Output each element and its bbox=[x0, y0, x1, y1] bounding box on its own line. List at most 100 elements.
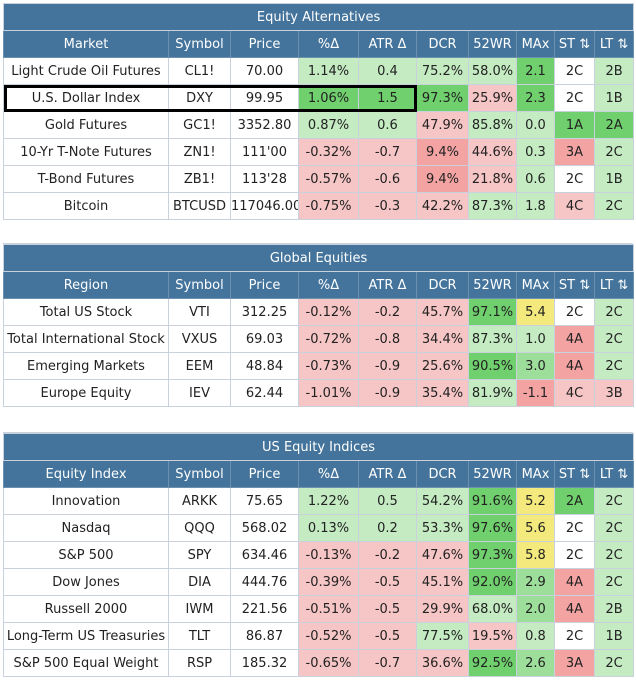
table-cell: 2B bbox=[593, 57, 635, 85]
table-cell: 77.5% bbox=[416, 622, 469, 650]
table-cell: 2C bbox=[593, 514, 635, 542]
table-cell: 2C bbox=[554, 514, 595, 542]
table-cell: 1.06% bbox=[298, 84, 359, 112]
table-cell: Bitcoin bbox=[3, 192, 169, 220]
table-cell: 92.5% bbox=[468, 649, 517, 677]
column-header[interactable]: ATR Δ bbox=[358, 460, 417, 488]
table-cell: 75.2% bbox=[416, 57, 469, 85]
column-header[interactable]: DCR bbox=[416, 271, 469, 299]
table-row[interactable]: 10-Yr T-Note Futures ZN1! 111'00 -0.32% -0.7… bbox=[3, 138, 635, 166]
column-header[interactable]: 52WR bbox=[468, 460, 517, 488]
column-header[interactable]: LT ⇅ bbox=[593, 460, 635, 488]
column-header[interactable]: MAx bbox=[516, 30, 555, 58]
table-cell: -0.72% bbox=[298, 325, 359, 353]
table-cell: 1.5 bbox=[358, 84, 417, 112]
table-cell: 44.6% bbox=[468, 138, 517, 166]
table-cell: 0.87% bbox=[298, 111, 359, 139]
table-row[interactable]: S&P 500 SPY 634.46 -0.13% -0.2 47.6% 97.3% 5.8 2… bbox=[3, 541, 635, 569]
column-header[interactable]: %Δ bbox=[298, 30, 359, 58]
table-cell: 111'00 bbox=[230, 138, 299, 166]
column-header[interactable]: MAx bbox=[516, 271, 555, 299]
table-cell: 1B bbox=[593, 84, 635, 112]
table-row[interactable]: T-Bond Futures ZB1! 113'28 -0.57% -0.6 9.4% 21… bbox=[3, 165, 635, 193]
table-cell: Dow Jones bbox=[3, 568, 169, 596]
table-cell: 25.6% bbox=[416, 352, 469, 380]
table-cell: 58.0% bbox=[468, 57, 517, 85]
column-header[interactable]: ATR Δ bbox=[358, 271, 417, 299]
column-header[interactable]: %Δ bbox=[298, 271, 359, 299]
table-cell: 312.25 bbox=[230, 298, 299, 326]
column-header[interactable]: Equity Index bbox=[3, 460, 169, 488]
table-cell: 2A bbox=[554, 487, 595, 515]
table-row[interactable]: Innovation ARKK 75.65 1.22% 0.5 54.2% 91.6% 5.2… bbox=[3, 487, 635, 515]
column-header[interactable]: Market bbox=[3, 30, 169, 58]
table-row[interactable]: Europe Equity IEV 62.44 -1.01% -0.9 35.4% 81.9… bbox=[3, 379, 635, 407]
table-cell: -0.7 bbox=[358, 649, 417, 677]
table-cell: 1.14% bbox=[298, 57, 359, 85]
column-header[interactable]: 52WR bbox=[468, 30, 517, 58]
table-row[interactable]: Gold Futures GC1! 3352.80 0.87% 0.6 47.9% 85.8… bbox=[3, 111, 635, 139]
table-cell: 2C bbox=[593, 568, 635, 596]
table-row[interactable]: Light Crude Oil Futures CL1! 70.00 1.14% 0.4… bbox=[3, 57, 635, 85]
table-row[interactable]: Nasdaq QQQ 568.02 0.13% 0.2 53.3% 97.6% 5.6 2C 2C bbox=[3, 514, 635, 542]
column-header[interactable]: %Δ bbox=[298, 460, 359, 488]
table-cell: 36.6% bbox=[416, 649, 469, 677]
column-header[interactable]: LT ⇅ bbox=[593, 271, 635, 299]
table-cell: 97.3% bbox=[416, 84, 469, 112]
table-row[interactable]: Emerging Markets EEM 48.84 -0.73% -0.9 25.6% 9… bbox=[3, 352, 635, 380]
table-cell: 2.0 bbox=[516, 595, 555, 623]
column-header[interactable]: Price bbox=[230, 30, 299, 58]
table-cell: 70.00 bbox=[230, 57, 299, 85]
table-cell: 2C bbox=[554, 298, 595, 326]
table-cell: 444.76 bbox=[230, 568, 299, 596]
table-cell: 9.4% bbox=[416, 165, 469, 193]
table-cell: EEM bbox=[168, 352, 231, 380]
table-cell: 4A bbox=[554, 568, 595, 596]
table-cell: 1B bbox=[593, 622, 635, 650]
column-header[interactable]: Region bbox=[3, 271, 169, 299]
table-cell: 19.5% bbox=[468, 622, 517, 650]
column-header[interactable]: Symbol bbox=[168, 271, 231, 299]
column-header[interactable]: Symbol bbox=[168, 30, 231, 58]
column-header[interactable]: ST ⇅ bbox=[554, 271, 595, 299]
table-cell: 4C bbox=[554, 192, 595, 220]
table-cell: CL1! bbox=[168, 57, 231, 85]
table-row[interactable]: S&P 500 Equal Weight RSP 185.32 -0.65% -0.7 3… bbox=[3, 649, 635, 677]
table-cell: 47.9% bbox=[416, 111, 469, 139]
column-header[interactable]: Symbol bbox=[168, 460, 231, 488]
table-cell: -0.5 bbox=[358, 568, 417, 596]
column-header[interactable]: ST ⇅ bbox=[554, 30, 595, 58]
table-cell: 2A bbox=[593, 111, 635, 139]
table-row[interactable]: Total US Stock VTI 312.25 -0.12% -0.2 45.7% 97… bbox=[3, 298, 635, 326]
column-header[interactable]: Price bbox=[230, 271, 299, 299]
table-cell: 0.13% bbox=[298, 514, 359, 542]
column-header[interactable]: MAx bbox=[516, 460, 555, 488]
table-cell: 2B bbox=[593, 595, 635, 623]
table-cell: 85.8% bbox=[468, 111, 517, 139]
table-row[interactable]: Long-Term US Treasuries TLT 86.87 -0.52% -0.… bbox=[3, 622, 635, 650]
table-cell: 0.8 bbox=[516, 622, 555, 650]
table-cell: 2C bbox=[554, 622, 595, 650]
table-cell: 75.65 bbox=[230, 487, 299, 515]
table-cell: 97.6% bbox=[468, 514, 517, 542]
column-header[interactable]: Price bbox=[230, 460, 299, 488]
table-row[interactable]: U.S. Dollar Index DXY 99.95 1.06% 1.5 97.3% 25… bbox=[3, 84, 635, 112]
column-header[interactable]: LT ⇅ bbox=[593, 30, 635, 58]
column-header[interactable]: ATR Δ bbox=[358, 30, 417, 58]
column-header[interactable]: ST ⇅ bbox=[554, 460, 595, 488]
table-cell: -0.13% bbox=[298, 541, 359, 569]
column-header[interactable]: DCR bbox=[416, 30, 469, 58]
column-header[interactable]: DCR bbox=[416, 460, 469, 488]
table-cell: U.S. Dollar Index bbox=[3, 84, 169, 112]
column-header[interactable]: 52WR bbox=[468, 271, 517, 299]
table-cell: -0.12% bbox=[298, 298, 359, 326]
table-cell: Innovation bbox=[3, 487, 169, 515]
table-row[interactable]: Russell 2000 IWM 221.56 -0.51% -0.5 29.9% 68.0… bbox=[3, 595, 635, 623]
table-row[interactable]: Bitcoin BTCUSD 117046.00 -0.75% -0.3 42.2% 87.… bbox=[3, 192, 635, 220]
table-cell: -0.8 bbox=[358, 325, 417, 353]
table-row[interactable]: Total International Stock VXUS 69.03 -0.72%… bbox=[3, 325, 635, 353]
table-row[interactable]: Dow Jones DIA 444.76 -0.39% -0.5 45.1% 92.0% 2.… bbox=[3, 568, 635, 596]
table-cell: RSP bbox=[168, 649, 231, 677]
table-cell: 2C bbox=[554, 165, 595, 193]
